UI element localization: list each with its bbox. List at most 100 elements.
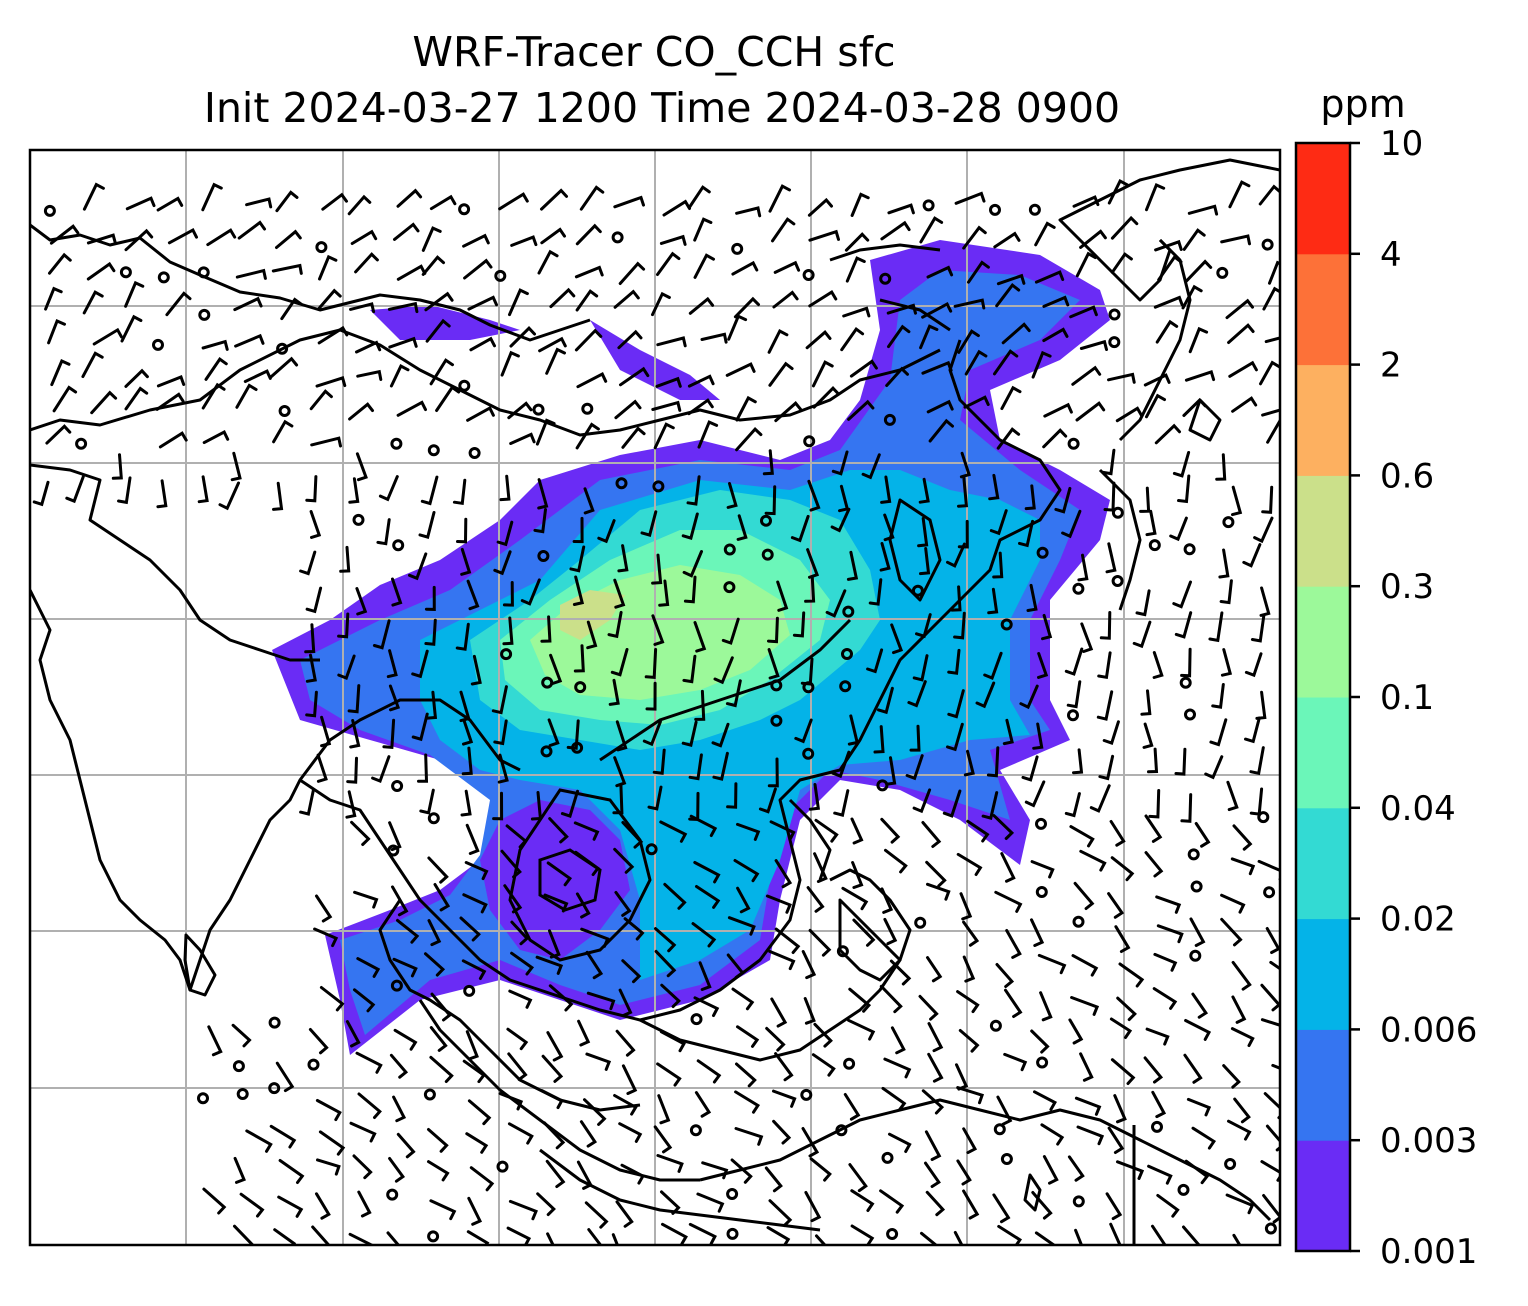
calm-wind-marker — [836, 945, 849, 958]
wind-barb — [883, 917, 898, 946]
wind-barb — [245, 197, 273, 209]
wind-barb — [510, 235, 538, 247]
wind-barb — [1225, 298, 1254, 320]
wind-barb — [491, 685, 508, 715]
wind-barb — [801, 1127, 820, 1158]
wind-barb — [774, 927, 801, 954]
wind-barb — [1208, 611, 1224, 643]
wind-barb — [661, 1222, 688, 1245]
calm-wind-marker — [581, 402, 594, 415]
wind-barb — [947, 648, 961, 675]
wind-barb — [1220, 234, 1251, 246]
calm-wind-marker — [268, 1016, 281, 1029]
wind-barb — [691, 922, 717, 948]
wind-barb — [81, 351, 104, 379]
wind-barb — [808, 928, 832, 957]
wind-barb — [688, 1222, 717, 1245]
wind-barb — [767, 648, 780, 680]
wind-barb — [1074, 1096, 1102, 1116]
calm-wind-marker — [463, 984, 476, 997]
wind-barb — [47, 319, 66, 345]
wind-barb — [417, 753, 429, 783]
wind-barb — [947, 689, 965, 719]
wind-barb — [850, 192, 870, 217]
wind-barb — [621, 426, 646, 449]
wind-barb — [1186, 1097, 1212, 1117]
wind-barb — [962, 955, 976, 983]
wind-barb — [733, 859, 760, 883]
wind-barb — [942, 789, 962, 818]
wind-barb — [388, 336, 418, 349]
wind-barb — [805, 330, 832, 350]
wind-barb — [272, 419, 294, 444]
wind-barb — [355, 452, 368, 482]
wind-barb — [651, 614, 665, 646]
wind-barb — [659, 820, 688, 843]
wind-barb — [275, 229, 302, 249]
calm-wind-marker — [571, 741, 584, 754]
wind-barb — [560, 789, 579, 819]
calm-wind-marker — [1179, 676, 1192, 689]
calm-wind-marker — [1187, 848, 1200, 861]
wind-barb — [850, 1189, 875, 1212]
wind-barb — [1231, 485, 1243, 517]
wind-barb — [201, 182, 223, 212]
wind-barb — [767, 616, 779, 644]
wind-barb — [918, 477, 930, 504]
wind-barb — [382, 718, 396, 750]
wind-barb — [357, 1190, 372, 1218]
calm-wind-marker — [532, 403, 545, 416]
calm-wind-marker — [770, 679, 783, 692]
wind-barb — [411, 712, 429, 742]
calm-wind-marker — [652, 480, 665, 493]
calm-wind-marker — [1072, 1195, 1085, 1208]
wind-barb — [962, 1127, 978, 1155]
wind-barb — [277, 1195, 304, 1218]
wind-barb — [733, 296, 760, 319]
concentration-band-0.001 — [480, 800, 630, 960]
wind-barb — [350, 820, 371, 846]
wind-barb — [316, 1158, 341, 1176]
wind-barb — [1096, 690, 1114, 721]
wind-barb — [378, 475, 399, 502]
wind-barb — [1228, 360, 1258, 378]
wind-barb — [575, 223, 602, 246]
wind-barb — [315, 375, 347, 388]
wind-barb — [1030, 860, 1055, 879]
wind-barb — [579, 1120, 598, 1148]
wind-barb — [657, 1094, 671, 1125]
wind-barb — [653, 1125, 673, 1154]
wind-barb — [549, 653, 563, 685]
calm-wind-marker — [390, 979, 403, 992]
wind-barb — [925, 860, 947, 888]
wind-barb — [1153, 952, 1178, 972]
wind-barb — [493, 550, 512, 576]
wind-barb — [613, 578, 626, 609]
wind-barb — [850, 1224, 875, 1245]
wind-barb — [921, 1089, 945, 1115]
wind-barb — [388, 821, 402, 852]
wind-barb — [299, 788, 315, 816]
wind-barb — [305, 586, 323, 614]
wind-barb — [466, 1230, 490, 1245]
wind-barb — [456, 517, 468, 544]
wind-barb — [890, 623, 904, 655]
wind-barb — [124, 280, 145, 308]
wind-barb — [1194, 822, 1211, 848]
wind-barb — [926, 265, 954, 279]
wind-barb — [540, 188, 568, 211]
wind-barb — [607, 610, 623, 639]
wind-barb — [357, 1092, 382, 1119]
wind-barb — [462, 1059, 486, 1084]
calm-wind-marker — [152, 338, 164, 351]
wind-barb — [507, 401, 533, 420]
wind-barb — [124, 386, 149, 411]
wind-barb — [1110, 252, 1133, 274]
wind-barb — [912, 788, 932, 814]
wind-barb — [880, 475, 892, 504]
wind-barb — [721, 617, 740, 645]
wind-barb — [614, 399, 642, 420]
wind-barb — [792, 611, 806, 638]
wind-barb — [424, 952, 446, 977]
calm-wind-marker — [1000, 1153, 1013, 1165]
